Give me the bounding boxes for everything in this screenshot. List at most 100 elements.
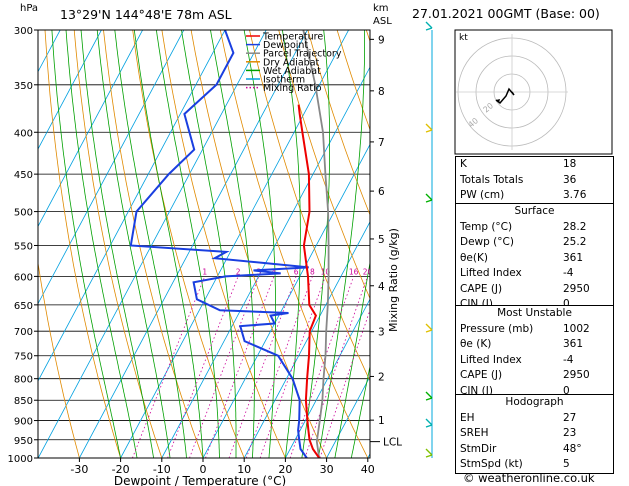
wind-barb xyxy=(425,391,433,401)
isotherm-line xyxy=(202,143,370,458)
wet-adiabat-line xyxy=(210,30,255,458)
wet-adiabat-line xyxy=(96,30,171,458)
dry-adiabat-line xyxy=(132,30,245,458)
row-value: 27 xyxy=(563,411,577,424)
legend-label: Temperature xyxy=(262,32,323,43)
km-label: 9 xyxy=(378,34,385,46)
dry-adiabat-line xyxy=(278,30,370,300)
table-row: EH 27 xyxy=(456,411,613,427)
temperature-tick-label: -10 xyxy=(153,463,171,476)
pw-label: PW (cm) xyxy=(460,189,505,201)
wind-barbs xyxy=(425,21,433,458)
dry-adiabat-line xyxy=(307,30,370,216)
wet-adiabat-line xyxy=(282,30,301,458)
wind-barb xyxy=(425,193,433,203)
mixing-ratio-label: 2 xyxy=(236,267,241,276)
dry-adiabat-line xyxy=(249,30,370,382)
pressure-label: 1000 xyxy=(8,454,33,465)
most-unstable-title: Most Unstable xyxy=(497,307,572,319)
row-value: 361 xyxy=(563,338,584,350)
hodograph-trace xyxy=(495,87,515,105)
temperature-tick-label: 40 xyxy=(361,463,375,476)
location-title: 13°29'N 144°48'E 78m ASL xyxy=(60,7,232,22)
wind-barb-shape xyxy=(425,323,433,333)
temperature-tick-label: -20 xyxy=(112,463,130,476)
legend-label: Wet Adiabat xyxy=(263,66,321,77)
surface-table: Surface Temp (°C) 28.2 Dewp (°C) 25.2 θe(K) 3… xyxy=(455,203,614,314)
isotherm-line xyxy=(161,66,370,458)
temperature-tick-label: 20 xyxy=(278,463,292,476)
km-label: km xyxy=(373,3,389,14)
mixing-ratio-label: 16 xyxy=(349,267,359,276)
pressure-label: 900 xyxy=(14,417,33,428)
pressure-label: 850 xyxy=(14,396,33,407)
wind-barb-shape xyxy=(425,391,433,401)
wet-adiabat-line xyxy=(181,30,237,458)
table-row: Lifted Index -4 xyxy=(456,266,613,282)
dry-adiabat-line xyxy=(44,30,121,458)
k-index-row: K 18 xyxy=(456,157,613,173)
row-value: 23 xyxy=(563,427,577,439)
temperature-tick-label: 30 xyxy=(320,463,334,476)
mixing-ratio-line xyxy=(228,276,297,458)
mixing-ratio-line xyxy=(189,276,260,458)
wind-barb-shape xyxy=(425,448,433,458)
surface-title: Surface xyxy=(514,205,555,217)
dry-adiabat-line xyxy=(73,30,163,458)
legend-label: Isotherm xyxy=(263,75,305,86)
mixing-ratio-label: 20 xyxy=(363,267,373,276)
wind-barb-shape xyxy=(425,21,433,31)
row-value: 48° xyxy=(563,442,582,455)
wet-adiabat-line xyxy=(350,364,370,458)
isotherm-line xyxy=(38,30,102,150)
parcel-trajectory-line xyxy=(302,30,330,458)
row-value: 28.2 xyxy=(563,220,587,233)
table-row: CAPE (J) 2950 xyxy=(456,282,613,298)
k-index-label: K xyxy=(460,158,467,170)
pressure-label: 350 xyxy=(14,81,33,92)
row-value: 5 xyxy=(563,458,570,470)
mixing-ratio-axis-title: Mixing Ratio (g/kg) xyxy=(387,228,400,332)
pressure-label: 450 xyxy=(14,170,33,181)
mixing-ratio-lines: 1 2 3 4 6 8 10 16 20 25 xyxy=(132,267,373,458)
mixing-ratio-line xyxy=(167,276,239,458)
row-label: StmDir xyxy=(460,442,497,455)
wind-barb-shape xyxy=(425,418,433,428)
table-row: Pressure (mb) 1002 xyxy=(456,322,613,338)
pressure-label: 500 xyxy=(14,208,33,219)
hodograph-title: Hodograph xyxy=(505,396,564,408)
table-row: CIN (J) 0 xyxy=(456,384,613,400)
x-axis-title: Dewpoint / Temperature (°C) xyxy=(114,474,286,486)
km-label: 1 xyxy=(378,415,385,427)
row-label: θe (K) xyxy=(460,338,492,350)
mixing-ratio-label: 6 xyxy=(294,267,299,276)
pressure-label: 700 xyxy=(14,327,33,338)
mixing-ratio-line xyxy=(132,276,206,458)
row-value: 361 xyxy=(563,251,584,264)
wind-barb-shape xyxy=(425,123,433,133)
km-label: 2 xyxy=(378,371,385,383)
row-value: 0 xyxy=(563,384,570,397)
legend-label: Dry Adiabat xyxy=(263,57,320,68)
hpa-label: hPa xyxy=(20,3,39,14)
table-row: θe (K) 361 xyxy=(456,337,613,353)
wet-adiabat-line xyxy=(51,30,121,458)
temperature-tick-label: 0 xyxy=(200,463,207,476)
mixing-ratio-line xyxy=(259,276,326,458)
dewpoint-line xyxy=(129,30,309,458)
km-label: 4 xyxy=(378,281,385,293)
pw-value: 3.76 xyxy=(563,189,587,201)
isotherm-line xyxy=(243,220,370,458)
pressure-label: 300 xyxy=(14,26,33,37)
isotherm-line xyxy=(38,30,143,228)
lcl-label: LCL xyxy=(383,437,402,449)
legend-label: Dewpoint xyxy=(263,40,308,51)
dry-adiabat-line xyxy=(219,30,369,458)
wet-adiabat-line xyxy=(65,30,138,458)
pressure-label: 600 xyxy=(14,272,33,283)
wind-barb-shape xyxy=(425,193,433,203)
mixing-ratio-label: 8 xyxy=(310,267,315,276)
